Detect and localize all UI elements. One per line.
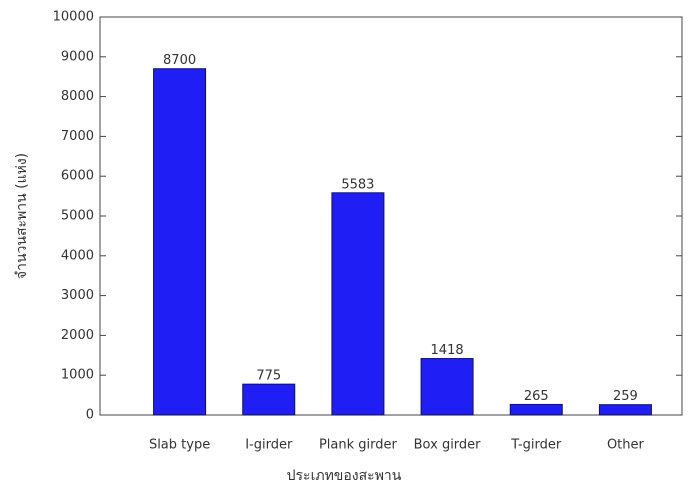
y-tick-label: 10000 xyxy=(53,10,94,25)
bar xyxy=(331,192,385,416)
y-tick-label: 9000 xyxy=(61,49,94,64)
data-label: 8700 xyxy=(163,53,196,68)
bar xyxy=(242,383,296,416)
y-tick-label: 8000 xyxy=(61,89,94,104)
y-tick-label: 2000 xyxy=(61,328,94,343)
x-tick-label: I-girder xyxy=(245,438,293,453)
data-label: 5583 xyxy=(341,177,374,192)
y-tick-label: 0 xyxy=(86,408,94,423)
bar xyxy=(598,404,652,416)
x-tick-label: T-girder xyxy=(510,438,562,453)
bar xyxy=(153,68,207,416)
y-tick-label: 6000 xyxy=(61,169,94,184)
x-tick-label: Box girder xyxy=(414,438,482,453)
y-tick-label: 4000 xyxy=(61,248,94,263)
data-label: 775 xyxy=(256,369,281,384)
bar xyxy=(509,403,563,416)
y-axis-label: จำนวนสะพาน (แห่ง) xyxy=(14,153,30,279)
bar xyxy=(420,358,474,416)
data-label: 259 xyxy=(613,389,638,404)
data-label: 1418 xyxy=(431,343,464,358)
y-tick-label: 3000 xyxy=(61,288,94,303)
y-tick-label: 7000 xyxy=(61,129,94,144)
x-axis-label: ประเภทของสะพาน xyxy=(287,468,402,484)
x-tick-label: Plank girder xyxy=(319,438,398,453)
x-tick-label: Slab type xyxy=(149,438,210,453)
y-tick-label: 5000 xyxy=(61,209,94,224)
data-label: 265 xyxy=(524,389,549,404)
y-tick-label: 1000 xyxy=(61,368,94,383)
x-tick-label: Other xyxy=(607,438,645,453)
